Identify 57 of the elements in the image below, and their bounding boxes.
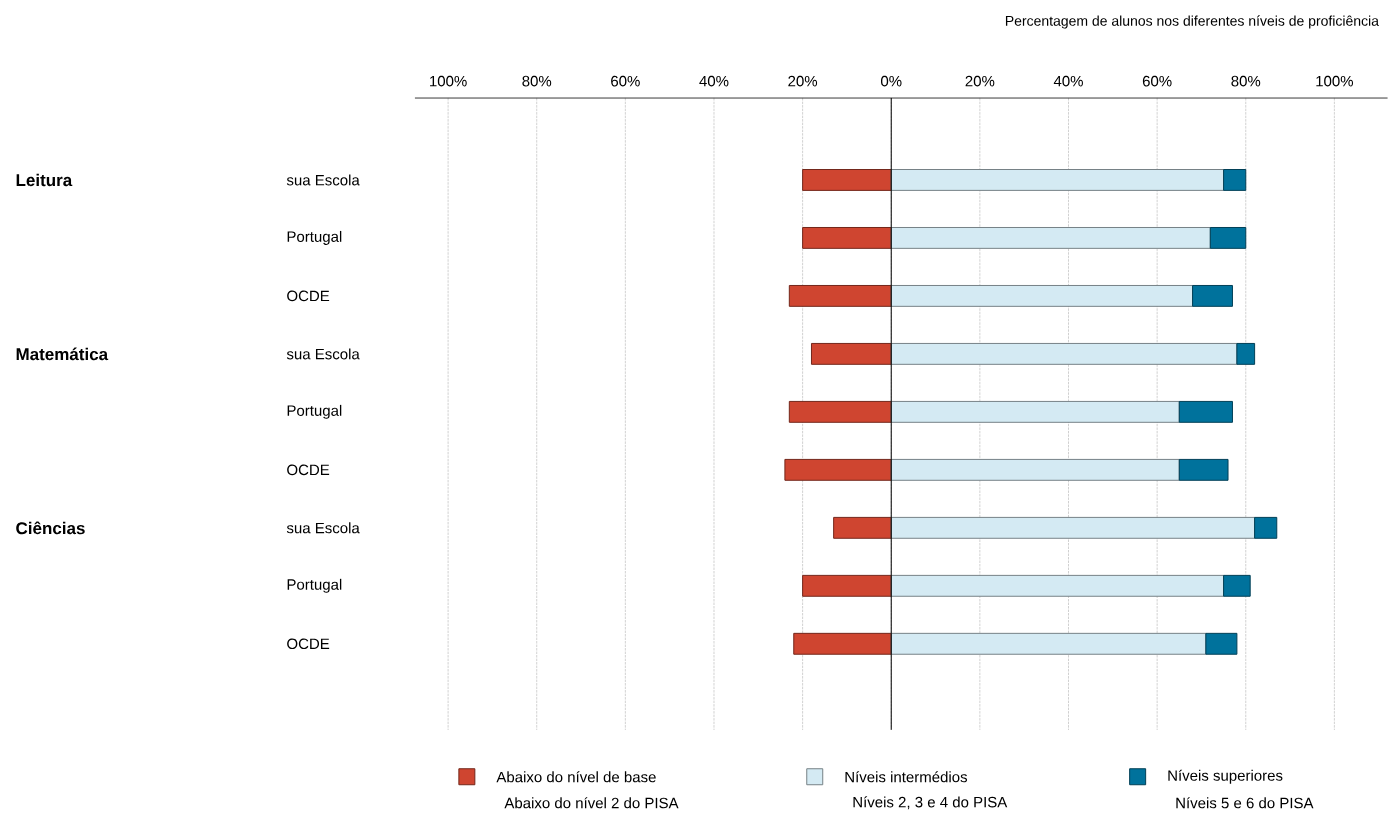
bar [802,575,892,597]
bar [890,285,1194,307]
legend-label: Níveis superiores [1168,769,1283,784]
bar [810,343,892,365]
y-tick-label: Portugal [287,405,342,419]
x-tick-label: 80% [522,75,552,87]
bar [1178,401,1233,423]
x-tick-label: 20% [965,75,995,87]
x-tick-label: 100% [430,75,467,87]
bar [1192,285,1233,307]
bar [890,227,1211,249]
text: Ciências [16,521,85,535]
x-tick-label: 60% [1142,75,1172,87]
y-tick-label: OCDE [287,464,330,476]
bar [1205,632,1238,655]
x-tick-label: 60% [611,75,640,87]
bar [793,632,892,655]
bar [890,575,1225,597]
bar [1236,343,1256,365]
y-tick-label: Portugal [287,231,342,246]
x-tick-label: 40% [699,75,729,87]
bar [890,459,1180,481]
x-tick-label: 80% [1231,75,1261,87]
bar [890,632,1207,655]
bar [890,517,1256,539]
x-tick-label: 20% [788,75,818,87]
bar [788,285,892,307]
bar [802,227,892,249]
y-tick-label: sua Escola [286,348,360,360]
text: Níveis 2, 3 e 4 do PISA [853,796,1008,810]
y-tick-label: sua Escola [286,522,360,534]
x-tick-label: 0% [880,75,902,87]
x-tick-label: 40% [1053,75,1083,87]
x-axis-title: Percentagem de alunos nos diferentes níveis de proficiência [1005,15,1379,29]
y-tick-label: sua Escola [286,174,360,186]
legend-label: Níveis intermédios [845,771,968,783]
bar [1223,169,1247,191]
bar [890,343,1238,365]
bar [890,169,1225,191]
bar [833,517,892,539]
bar [1254,517,1278,539]
bar [788,401,892,423]
bar [1223,575,1251,597]
legend-label: Abaixo do nível de base [496,771,656,783]
bar [1209,227,1247,249]
y-tick-label: OCDE [287,290,330,302]
bar [890,401,1180,423]
x-tick-label: 100% [1316,75,1354,87]
y-tick-label: OCDE [287,638,330,650]
bar [802,169,892,191]
text: Matemática [16,347,109,361]
text: Abaixo do nível 2 do PISA [504,797,679,809]
bar [784,459,892,481]
y-tick-label: Portugal [287,578,342,593]
text: Níveis 5 e 6 do PISA [1176,797,1314,809]
text: Leitura [16,173,73,187]
bar [1178,459,1229,481]
